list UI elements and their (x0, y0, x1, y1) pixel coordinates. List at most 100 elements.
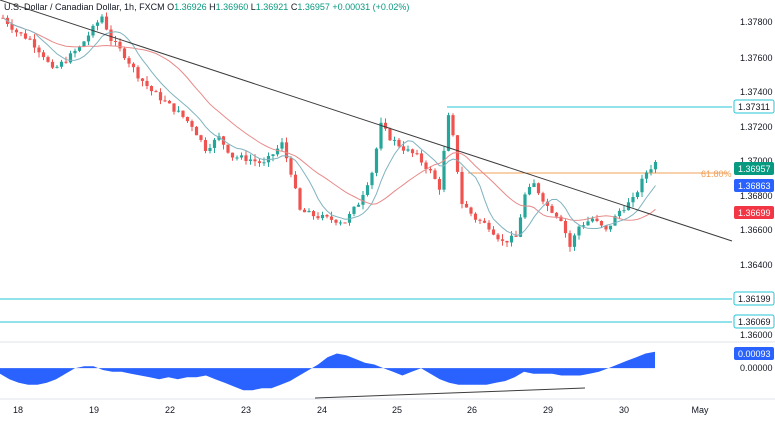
price-axis-tick-label: 1.36600 (740, 225, 773, 235)
candle-body (23, 33, 28, 39)
price-axis-tick-label: 1.37000 (740, 156, 773, 166)
candle-body (199, 135, 203, 140)
open-label: O (167, 2, 175, 12)
candle-body (302, 209, 307, 213)
candle-body (329, 216, 334, 220)
candle-body (59, 61, 64, 67)
candle-body (532, 183, 536, 187)
candle-body (262, 162, 266, 164)
candle-body (451, 115, 455, 136)
candle-body (419, 153, 424, 163)
candle-body (460, 171, 464, 204)
high-label: H (209, 2, 216, 12)
price-axis-tick-label: 1.37800 (740, 17, 773, 27)
price-badge (733, 291, 775, 306)
candle-body (109, 29, 113, 42)
candle-body (77, 46, 82, 51)
candle-body (172, 103, 176, 112)
candle-body (316, 216, 320, 219)
high-value: 1.36960 (215, 2, 249, 12)
price-axis-tick-label: 1.36000 (740, 330, 773, 340)
candle-body (563, 220, 568, 234)
candle-body (212, 139, 217, 148)
price-axis-tick-label: 1.36400 (740, 260, 773, 270)
candle-body (410, 149, 415, 154)
candle-body (505, 240, 509, 243)
candle-body (28, 38, 32, 40)
candle-body (32, 39, 37, 48)
price-badge-label: 1.36199 (738, 294, 771, 304)
candle-body (514, 235, 518, 237)
candle-body (586, 221, 590, 226)
candle-body (95, 22, 100, 26)
time-axis-tick-label: 22 (165, 405, 175, 415)
candle-body (613, 216, 617, 226)
candle-body (122, 48, 127, 59)
candle-body (653, 161, 658, 170)
candle-body (253, 159, 257, 162)
oscillator-value-badge (734, 347, 774, 360)
candle-body (244, 155, 248, 162)
candle-body (649, 169, 653, 173)
candle-body (464, 203, 469, 208)
candle-body (442, 150, 446, 190)
candle-body (604, 225, 608, 230)
candle-body (496, 234, 500, 240)
slow-moving-average-line (2, 17, 656, 221)
candle-body (154, 91, 158, 93)
candle-body (100, 16, 104, 23)
oscillator-value-label: 0.00093 (738, 349, 771, 359)
candle-body (163, 100, 167, 102)
candle-body (424, 162, 428, 170)
time-axis-tick-label: 26 (467, 405, 477, 415)
candle-body (307, 211, 311, 213)
candle-body (356, 204, 361, 207)
open-value: 1.36926 (174, 2, 207, 12)
candle-body (239, 155, 244, 158)
candle-body (545, 201, 550, 206)
candle-body (338, 222, 343, 224)
candle-body (113, 41, 118, 43)
candle-body (415, 153, 419, 155)
candle-body (527, 186, 532, 195)
candle-body (181, 110, 185, 117)
candle-body (289, 158, 293, 175)
candle-body (536, 183, 541, 194)
candle-body (136, 67, 140, 79)
candle-body (469, 207, 473, 214)
candle-body (455, 135, 460, 172)
fast-moving-average-line (2, 17, 656, 236)
oscillator-divergence-line (314, 387, 586, 399)
price-axis-tick-label: 1.36800 (740, 191, 773, 201)
candle-body (311, 211, 316, 217)
candle-body (293, 174, 298, 189)
candle-body (473, 213, 478, 220)
price-axis-tick-label: 1.37400 (740, 87, 773, 97)
price-badge-label: 1.36957 (738, 164, 771, 174)
candle-body (145, 80, 149, 87)
candle-body (149, 86, 154, 92)
candle-body (37, 47, 41, 53)
candle-body (127, 58, 131, 64)
time-axis-tick-label: 25 (392, 405, 402, 415)
candle-body (491, 229, 496, 235)
close-label: C (290, 2, 298, 12)
candle-body (10, 24, 14, 30)
candle-body (280, 142, 284, 149)
candle-body (577, 226, 581, 236)
candle-body (590, 218, 595, 222)
price-badge-label: 1.36699 (738, 208, 771, 218)
candle-body (478, 219, 482, 221)
change-value: +0.00031 (+0.02%) (332, 2, 410, 12)
candle-body (46, 57, 50, 62)
candle-body (595, 218, 599, 221)
candle-body (500, 239, 505, 241)
candle-body (406, 149, 410, 151)
candle-body (86, 35, 91, 42)
oscillator-zero-label: 0.00000 (740, 363, 773, 373)
low-label: L (250, 2, 256, 12)
fib-level-label: 61.80% (701, 169, 732, 179)
candle-body (158, 92, 163, 101)
time-axis-tick-label: May (691, 405, 709, 415)
